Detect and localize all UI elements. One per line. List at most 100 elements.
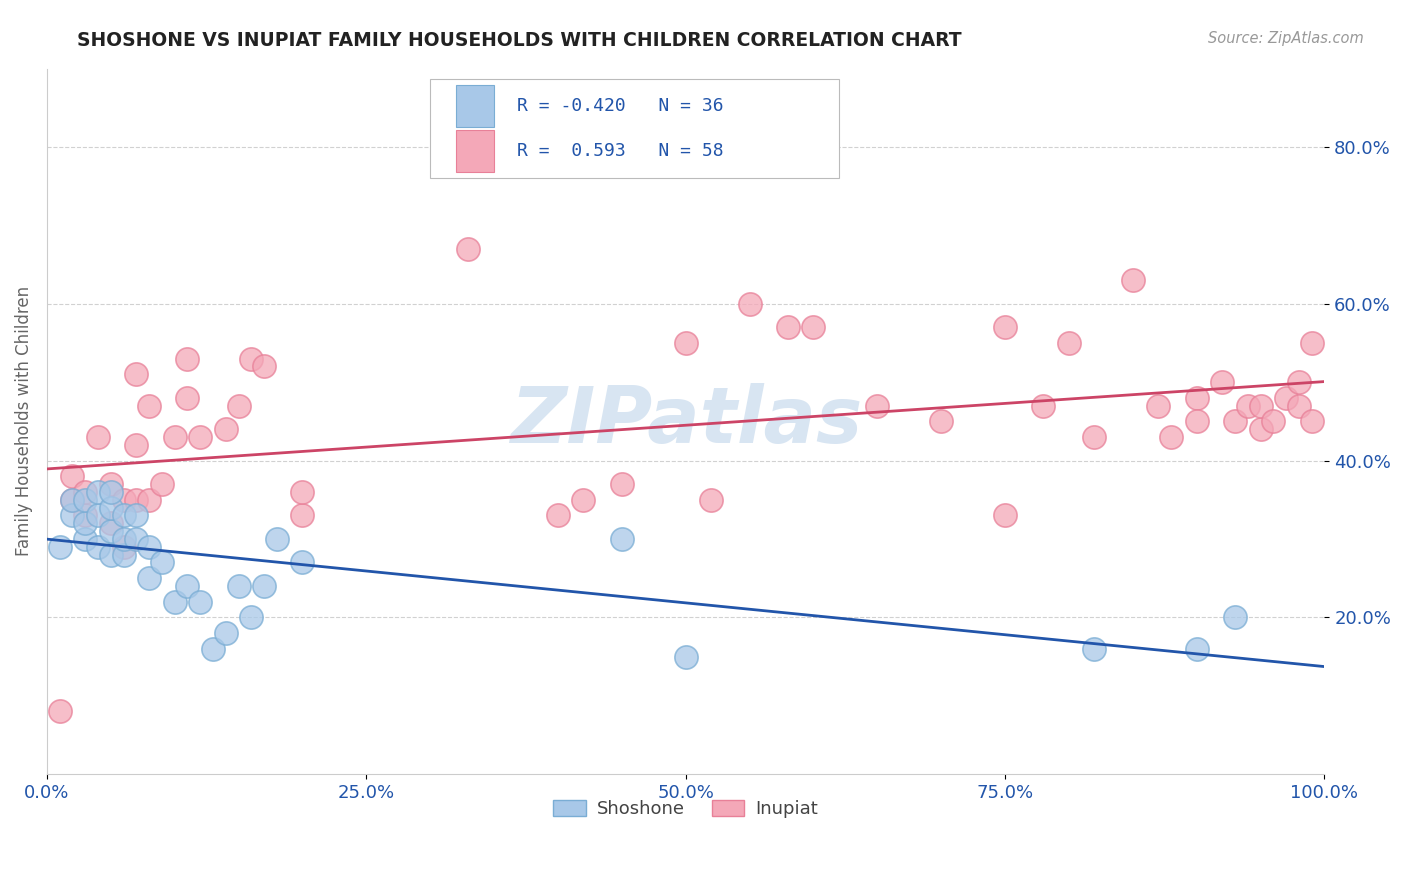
Point	[62, 492, 84, 507]
Point	[457, 242, 479, 256]
Point	[738, 296, 761, 310]
Point	[1185, 641, 1208, 656]
Point	[138, 399, 160, 413]
Point	[112, 548, 135, 562]
Point	[1301, 335, 1323, 350]
Y-axis label: Family Households with Children: Family Households with Children	[15, 286, 32, 557]
Point	[125, 492, 148, 507]
Point	[112, 492, 135, 507]
Point	[100, 548, 122, 562]
Point	[163, 594, 186, 608]
Point	[1160, 430, 1182, 444]
Point	[291, 484, 314, 499]
Point	[150, 556, 173, 570]
Point	[163, 430, 186, 444]
Point	[572, 492, 595, 507]
Point	[1057, 335, 1080, 350]
Point	[75, 516, 97, 531]
Point	[266, 532, 288, 546]
Point	[994, 320, 1017, 334]
Point	[1223, 610, 1246, 624]
Point	[675, 649, 697, 664]
Point	[87, 540, 110, 554]
Point	[610, 477, 633, 491]
FancyBboxPatch shape	[430, 79, 839, 178]
Point	[866, 399, 889, 413]
Legend: Shoshone, Inupiat: Shoshone, Inupiat	[546, 792, 825, 825]
Point	[240, 351, 263, 366]
Point	[1263, 414, 1285, 428]
Point	[215, 422, 238, 436]
Point	[100, 524, 122, 538]
Point	[48, 540, 70, 554]
Point	[776, 320, 799, 334]
Point	[112, 540, 135, 554]
Point	[803, 320, 825, 334]
Point	[201, 641, 224, 656]
Point	[1211, 375, 1233, 389]
Point	[125, 438, 148, 452]
Point	[240, 610, 263, 624]
Point	[291, 556, 314, 570]
Point	[291, 508, 314, 523]
Point	[610, 532, 633, 546]
Point	[1250, 422, 1272, 436]
Point	[1288, 375, 1310, 389]
Point	[100, 516, 122, 531]
Point	[75, 484, 97, 499]
Point	[87, 430, 110, 444]
Point	[253, 579, 276, 593]
Point	[62, 508, 84, 523]
Point	[700, 492, 723, 507]
Point	[1083, 641, 1105, 656]
Point	[929, 414, 952, 428]
Point	[675, 335, 697, 350]
Point	[215, 626, 238, 640]
Point	[1275, 391, 1298, 405]
Point	[87, 508, 110, 523]
Point	[125, 368, 148, 382]
Point	[75, 508, 97, 523]
Point	[100, 477, 122, 491]
Point	[1223, 414, 1246, 428]
Point	[228, 399, 250, 413]
Point	[188, 430, 211, 444]
Point	[228, 579, 250, 593]
Point	[75, 492, 97, 507]
Text: R =  0.593   N = 58: R = 0.593 N = 58	[517, 142, 724, 161]
Text: SHOSHONE VS INUPIAT FAMILY HOUSEHOLDS WITH CHILDREN CORRELATION CHART: SHOSHONE VS INUPIAT FAMILY HOUSEHOLDS WI…	[77, 31, 962, 50]
Point	[125, 508, 148, 523]
Point	[150, 477, 173, 491]
Point	[100, 500, 122, 515]
Text: Source: ZipAtlas.com: Source: ZipAtlas.com	[1208, 31, 1364, 46]
Point	[138, 540, 160, 554]
Point	[176, 391, 198, 405]
Point	[48, 705, 70, 719]
Point	[1147, 399, 1170, 413]
Point	[176, 351, 198, 366]
Point	[62, 492, 84, 507]
Point	[1301, 414, 1323, 428]
Point	[253, 359, 276, 374]
Bar	[456, 85, 494, 127]
Point	[1032, 399, 1054, 413]
Point	[176, 579, 198, 593]
Point	[1250, 399, 1272, 413]
Text: ZIPatlas: ZIPatlas	[509, 384, 862, 459]
Point	[138, 492, 160, 507]
Point	[1185, 414, 1208, 428]
Bar	[456, 130, 494, 172]
Point	[75, 532, 97, 546]
Point	[188, 594, 211, 608]
Point	[125, 532, 148, 546]
Point	[1083, 430, 1105, 444]
Point	[994, 508, 1017, 523]
Point	[1288, 399, 1310, 413]
Point	[112, 508, 135, 523]
Point	[100, 484, 122, 499]
Point	[112, 532, 135, 546]
Point	[87, 484, 110, 499]
Point	[62, 469, 84, 483]
Point	[1185, 391, 1208, 405]
Point	[1122, 273, 1144, 287]
